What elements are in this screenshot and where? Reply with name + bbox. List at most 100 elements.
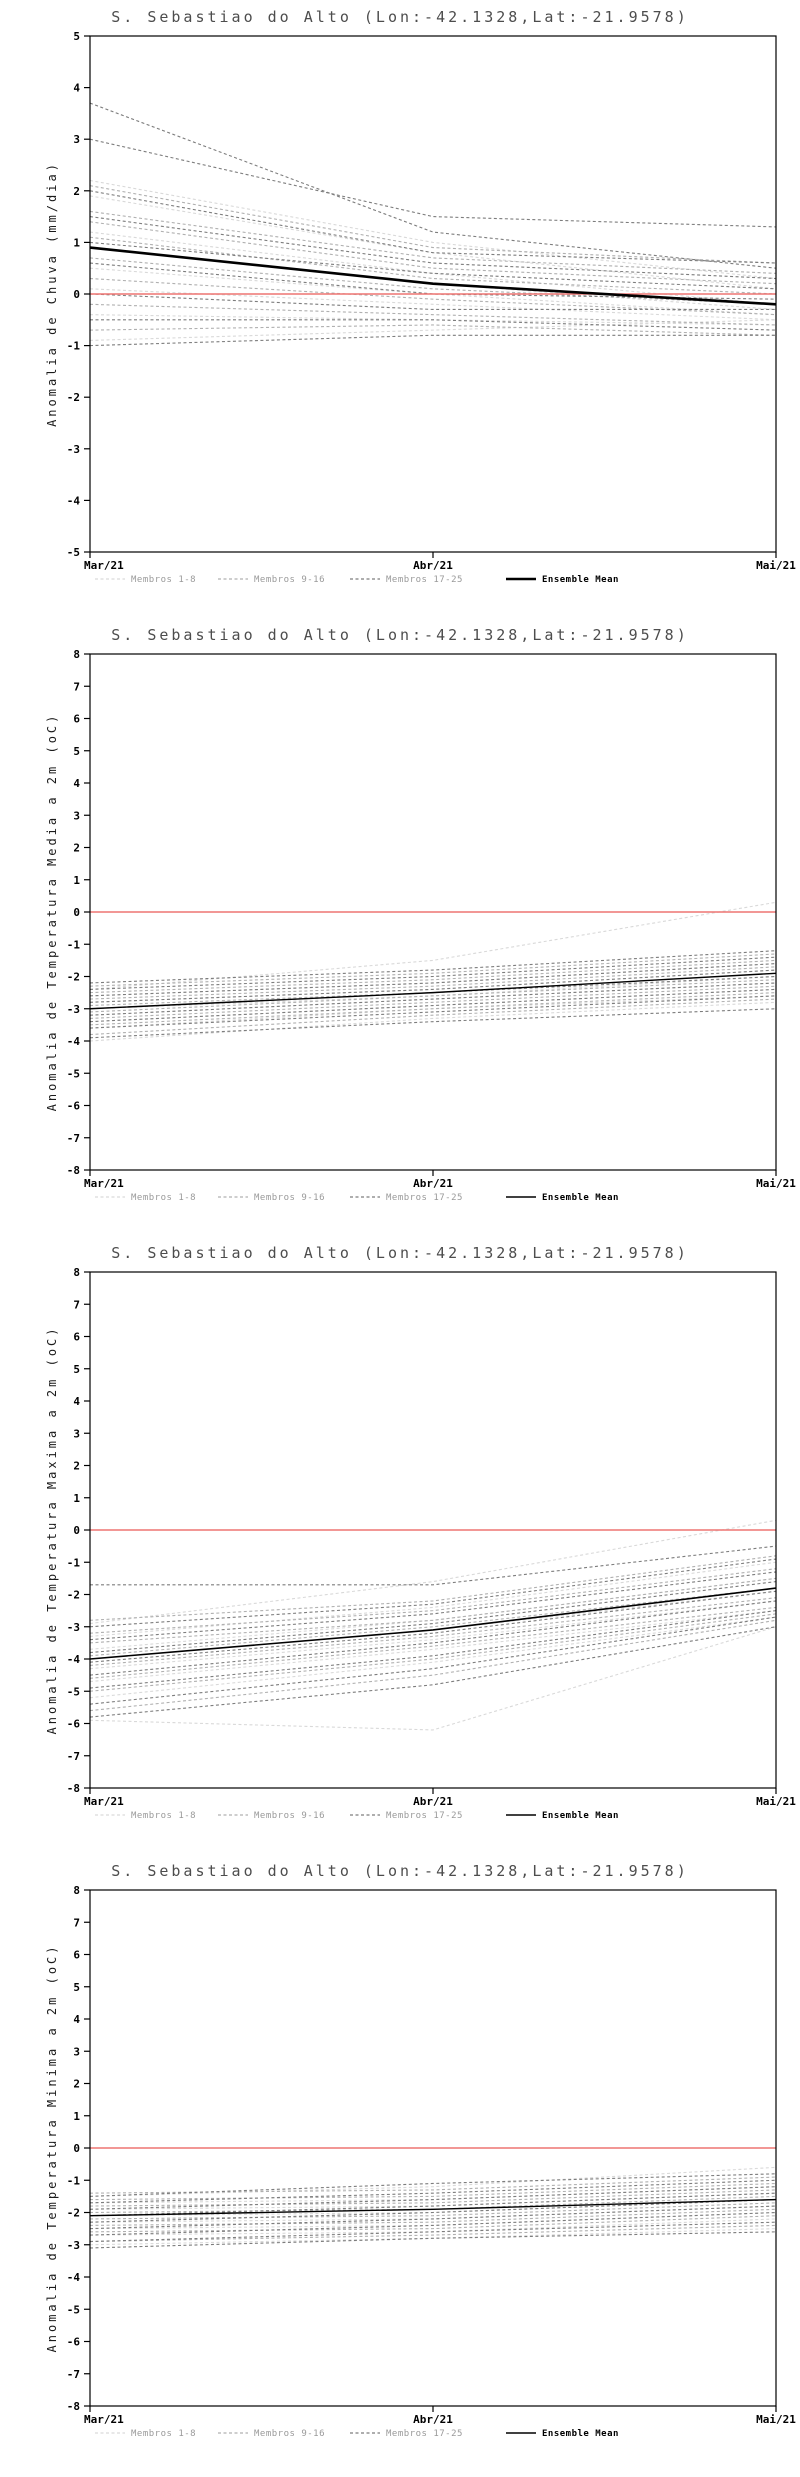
ensemble-member-line xyxy=(89,1571,777,1641)
y-tick-label: 7 xyxy=(73,680,80,693)
chart-rain-anomaly: S. Sebastiao do Alto (Lon:-42.1328,Lat:-… xyxy=(0,0,800,618)
y-tick-label: -5 xyxy=(67,1685,80,1698)
x-tick-label: Mar/21 xyxy=(84,2413,124,2426)
y-tick-label: 4 xyxy=(73,82,80,95)
ensemble-member-line xyxy=(89,2215,777,2233)
y-tick-label: 8 xyxy=(73,648,80,661)
x-tick-label: Abr/21 xyxy=(413,559,453,572)
y-axis-label: Anomalia de Temperatura Media a 2m (oC) xyxy=(45,713,59,1112)
y-tick-label: -3 xyxy=(67,2239,80,2252)
x-tick-label: Mai/21 xyxy=(756,559,796,572)
legend-label: Membros 9-16 xyxy=(254,1193,325,1203)
ensemble-member-line xyxy=(89,982,777,1016)
chart-canvas: S. Sebastiao do Alto (Lon:-42.1328,Lat:-… xyxy=(0,1236,800,1854)
y-tick-label: 0 xyxy=(73,2142,80,2155)
ensemble-member-line xyxy=(89,2208,777,2226)
y-tick-label: 4 xyxy=(73,777,80,790)
x-tick-label: Mai/21 xyxy=(756,1177,796,1190)
legend-item: Membros 17-25 xyxy=(350,2429,462,2439)
chart-title: S. Sebastiao do Alto (Lon:-42.1328,Lat:-… xyxy=(111,8,688,26)
ensemble-member-line xyxy=(89,992,777,1026)
y-axis-label: Anomalia de Chuva (mm/dia) xyxy=(45,161,59,427)
chart-temp-minima-anomaly: S. Sebastiao do Alto (Lon:-42.1328,Lat:-… xyxy=(0,1854,800,2472)
ensemble-member-line xyxy=(89,956,777,990)
ensemble-member-line xyxy=(90,1545,777,1586)
legend-label: Membros 9-16 xyxy=(254,2429,325,2439)
chart-title: S. Sebastiao do Alto (Lon:-42.1328,Lat:-… xyxy=(111,1244,688,1262)
ensemble-member-line xyxy=(89,1577,777,1644)
y-tick-label: 5 xyxy=(73,1981,80,1994)
legend-label: Membros 17-25 xyxy=(386,575,463,585)
legend-item: Ensemble Mean xyxy=(506,1811,619,1821)
ensemble-member-line xyxy=(89,2221,777,2243)
ensemble-member-line xyxy=(89,2202,777,2220)
ensemble-member-line xyxy=(89,1606,777,1679)
legend-label: Ensemble Mean xyxy=(542,1811,619,1821)
ensemble-mean-line xyxy=(89,972,777,1010)
ensemble-member-line xyxy=(89,959,777,994)
y-tick-label: -1 xyxy=(67,2174,81,2187)
ensemble-member-line xyxy=(89,1558,777,1628)
legend-label: Membros 17-25 xyxy=(386,1193,463,1203)
y-tick-label: 5 xyxy=(73,30,80,43)
legend-item: Membros 17-25 xyxy=(350,1811,463,1821)
y-tick-label: 4 xyxy=(73,2013,80,2026)
ensemble-member-line xyxy=(89,2182,777,2201)
chart-temp-maxima-anomaly: S. Sebastiao do Alto (Lon:-42.1328,Lat:-… xyxy=(0,1236,800,1854)
ensemble-member-line xyxy=(89,969,777,1003)
y-tick-label: -5 xyxy=(67,1067,80,1080)
ensemble-member-line xyxy=(89,2179,777,2204)
legend-item: Ensemble Mean xyxy=(506,575,618,585)
ensemble-member-line xyxy=(89,288,777,321)
y-tick-label: 2 xyxy=(73,1460,80,1473)
legend-item: Ensemble Mean xyxy=(506,1193,619,1203)
ensemble-member-line xyxy=(89,1555,777,1621)
ensemble-member-line xyxy=(89,1590,777,1660)
ensemble-member-line xyxy=(89,963,777,997)
ensemble-member-line xyxy=(89,1519,777,1625)
y-tick-label: -3 xyxy=(67,1621,80,1634)
y-tick-label: -5 xyxy=(67,2303,80,2316)
chart-canvas: S. Sebastiao do Alto (Lon:-42.1328,Lat:-… xyxy=(0,0,800,618)
ensemble-member-line xyxy=(89,995,777,1029)
y-tick-label: -4 xyxy=(67,2271,81,2284)
y-tick-label: 1 xyxy=(73,1492,80,1505)
y-tick-label: 0 xyxy=(73,906,80,919)
chart-background xyxy=(0,0,800,618)
y-tick-label: -2 xyxy=(67,1589,80,1602)
chart-title: S. Sebastiao do Alto (Lon:-42.1328,Lat:-… xyxy=(111,626,688,644)
y-tick-label: 5 xyxy=(73,1363,80,1376)
x-tick-label: Mar/21 xyxy=(84,1795,124,1808)
ensemble-member-line xyxy=(89,2224,777,2243)
ensemble-member-line xyxy=(89,1561,777,1637)
y-tick-label: -4 xyxy=(67,494,81,507)
ensemble-member-line xyxy=(89,190,777,264)
y-tick-label: 7 xyxy=(73,1298,80,1311)
ensemble-member-line xyxy=(89,2192,777,2217)
legend-item: Membros 1-8 xyxy=(95,575,196,585)
legend-item: Ensemble Mean xyxy=(506,2429,619,2439)
ensemble-member-line xyxy=(89,2211,777,2236)
ensemble-member-line xyxy=(89,2166,777,2197)
y-tick-label: -7 xyxy=(67,1132,80,1145)
y-tick-label: -3 xyxy=(67,1003,80,1016)
ensemble-member-line xyxy=(89,2205,777,2230)
ensemble-member-line xyxy=(89,1590,777,1663)
ensemble-member-line xyxy=(89,324,777,336)
ensemble-member-line xyxy=(89,319,777,341)
y-tick-label: -2 xyxy=(67,391,80,404)
y-tick-label: 0 xyxy=(73,288,80,301)
ensemble-member-line xyxy=(89,1581,777,1654)
legend-label: Membros 17-25 xyxy=(386,1811,463,1821)
x-tick-label: Abr/21 xyxy=(413,2413,453,2426)
x-tick-label: Mar/21 xyxy=(84,559,124,572)
ensemble-member-line xyxy=(89,185,777,264)
chart-background xyxy=(0,1854,800,2472)
legend-item: Membros 9-16 xyxy=(218,2429,325,2439)
legend-label: Ensemble Mean xyxy=(542,1193,619,1203)
legend-label: Membros 1-8 xyxy=(131,575,196,585)
ensemble-member-line xyxy=(89,1568,777,1634)
ensemble-member-line xyxy=(89,2231,777,2249)
legend-label: Ensemble Mean xyxy=(542,2429,619,2439)
y-tick-label: 3 xyxy=(73,809,80,822)
